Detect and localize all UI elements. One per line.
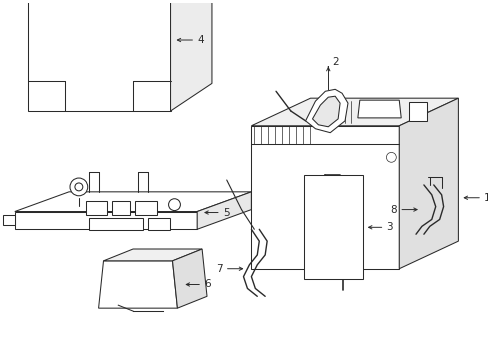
Polygon shape (312, 96, 340, 127)
Text: 2: 2 (331, 57, 338, 67)
Polygon shape (170, 0, 211, 111)
Polygon shape (251, 98, 457, 126)
Text: 8: 8 (390, 204, 396, 215)
Polygon shape (172, 249, 206, 308)
Polygon shape (251, 126, 398, 269)
Text: 6: 6 (203, 279, 210, 289)
Polygon shape (357, 100, 400, 118)
Text: 3: 3 (386, 222, 392, 232)
Circle shape (75, 183, 82, 191)
Circle shape (168, 199, 180, 211)
Polygon shape (147, 219, 169, 230)
Circle shape (386, 152, 395, 162)
Polygon shape (15, 192, 251, 212)
Polygon shape (303, 175, 362, 279)
Polygon shape (398, 98, 457, 269)
Text: 4: 4 (197, 35, 203, 45)
Polygon shape (88, 219, 142, 230)
Polygon shape (112, 201, 130, 215)
Polygon shape (3, 216, 15, 225)
Polygon shape (408, 102, 426, 121)
Polygon shape (99, 261, 177, 308)
Text: 7: 7 (216, 264, 223, 274)
Polygon shape (27, 0, 170, 111)
Text: 1: 1 (483, 193, 488, 203)
Polygon shape (103, 249, 202, 261)
Polygon shape (135, 201, 157, 215)
Text: 5: 5 (223, 207, 229, 217)
Polygon shape (15, 212, 197, 229)
Polygon shape (85, 201, 107, 215)
Circle shape (70, 178, 87, 196)
Polygon shape (197, 192, 251, 229)
Polygon shape (305, 89, 347, 133)
